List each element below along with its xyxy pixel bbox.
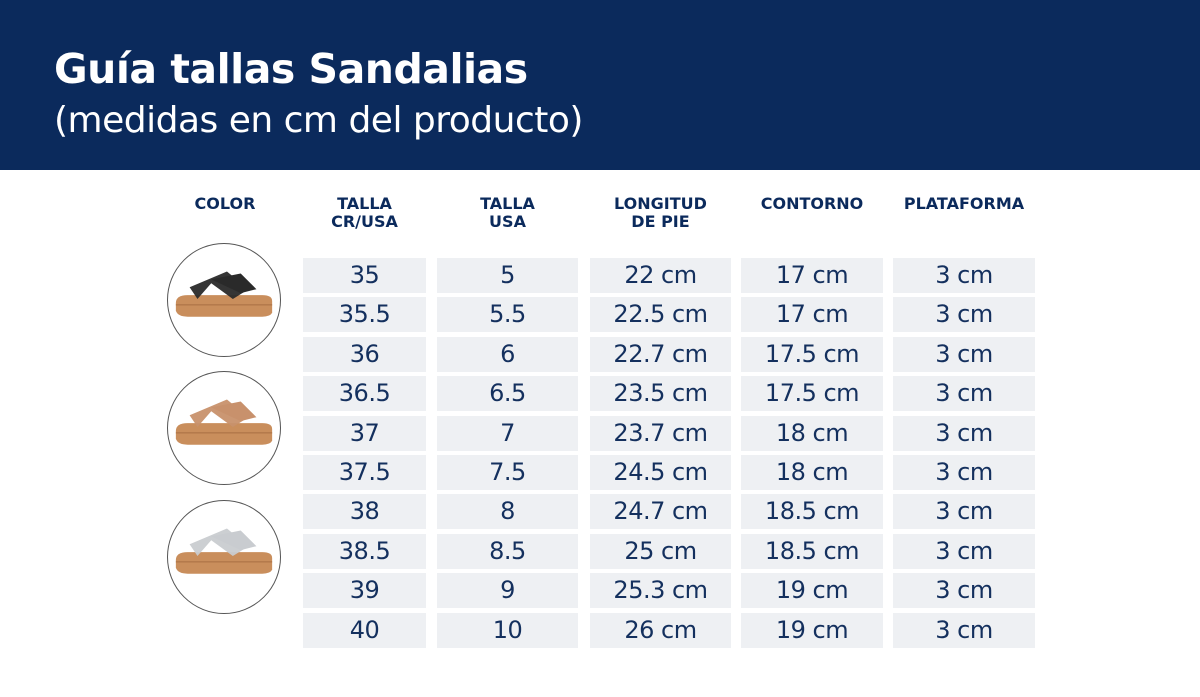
table-cell: 35: [303, 258, 426, 293]
table-cell: 3 cm: [893, 573, 1035, 609]
column-header: COLOR: [194, 194, 256, 213]
table-cell: 10: [437, 612, 578, 648]
table-cell: 37: [303, 415, 426, 451]
table-cell: 17 cm: [741, 258, 883, 293]
table-cell: 18.5 cm: [741, 533, 883, 569]
table-cell: 6.5: [437, 376, 578, 412]
table-cell: 22.5 cm: [590, 297, 731, 333]
table-cell: 36: [303, 336, 426, 372]
table-cell: 3 cm: [893, 297, 1035, 333]
table-cell: 24.5 cm: [590, 455, 731, 490]
table-cell: 5: [437, 258, 578, 293]
table-cell: 37.5: [303, 455, 426, 490]
black-sandal-icon: [167, 243, 281, 357]
table-cell: 7: [437, 415, 578, 451]
table-cell: 19 cm: [741, 573, 883, 609]
table-cell: 39: [303, 573, 426, 609]
column-header: PLATAFORMA: [903, 194, 1025, 213]
silver-sandal-icon: [167, 500, 281, 614]
table-cell: 25 cm: [590, 533, 731, 569]
table-cell: 18 cm: [741, 415, 883, 451]
table-cell: 3 cm: [893, 258, 1035, 293]
column-header: CONTORNO: [760, 194, 864, 213]
table-cell: 17.5 cm: [741, 376, 883, 412]
table-cell: 3 cm: [893, 533, 1035, 569]
table-cell: 40: [303, 612, 426, 648]
table-cell: 17 cm: [741, 297, 883, 333]
column-header: LONGITUD DE PIE: [614, 194, 707, 231]
page-title: Guía tallas Sandalias: [54, 45, 528, 93]
table-cell: 18 cm: [741, 455, 883, 490]
table-cell: 3 cm: [893, 612, 1035, 648]
table-cell: 8.5: [437, 533, 578, 569]
page-subtitle: (medidas en cm del producto): [54, 100, 583, 141]
table-cell: 25.3 cm: [590, 573, 731, 609]
table-cell: 3 cm: [893, 376, 1035, 412]
table-cell: 5.5: [437, 297, 578, 333]
table-cell: 18.5 cm: [741, 494, 883, 530]
table-cell: 17.5 cm: [741, 336, 883, 372]
table-cell: 9: [437, 573, 578, 609]
table-cell: 19 cm: [741, 612, 883, 648]
column-header: TALLA CR/USA: [331, 194, 398, 231]
table-cell: 3 cm: [893, 455, 1035, 490]
table-cell: 22 cm: [590, 258, 731, 293]
table-cell: 8: [437, 494, 578, 530]
rose-gold-sandal-icon: [167, 371, 281, 485]
column-header: TALLA USA: [480, 194, 535, 231]
table-cell: 3 cm: [893, 494, 1035, 530]
table-cell: 38: [303, 494, 426, 530]
table-cell: 23.7 cm: [590, 415, 731, 451]
table-cell: 3 cm: [893, 336, 1035, 372]
table-cell: 3 cm: [893, 415, 1035, 451]
table-cell: 35.5: [303, 297, 426, 333]
table-cell: 22.7 cm: [590, 336, 731, 372]
table-cell: 23.5 cm: [590, 376, 731, 412]
table-cell: 26 cm: [590, 612, 731, 648]
table-cell: 24.7 cm: [590, 494, 731, 530]
table-cell: 36.5: [303, 376, 426, 412]
table-cell: 38.5: [303, 533, 426, 569]
table-cell: 7.5: [437, 455, 578, 490]
table-cell: 6: [437, 336, 578, 372]
header-banner: Guía tallas Sandalias (medidas en cm del…: [0, 0, 1200, 170]
